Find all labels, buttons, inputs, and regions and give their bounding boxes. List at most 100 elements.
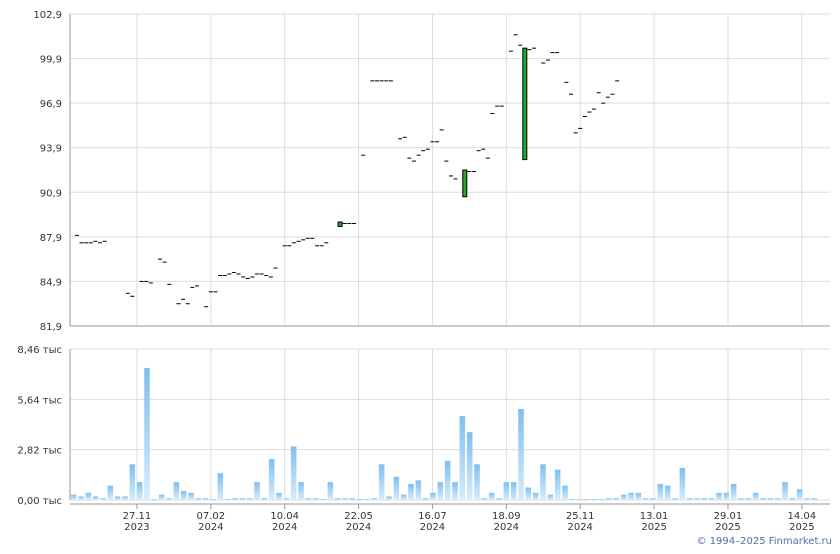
volume-bar <box>811 498 818 500</box>
volume-bar <box>701 498 708 500</box>
volume-bar <box>261 498 268 500</box>
volume-bar <box>85 492 92 500</box>
volume-bar <box>107 485 114 500</box>
x-axis: 27.11202307.02202410.04202422.05202416.0… <box>70 503 830 533</box>
volume-bar <box>312 498 319 500</box>
volume-bar <box>444 460 451 500</box>
volume-bar <box>276 492 282 500</box>
price-tick-label: 99,9 <box>40 55 62 66</box>
volume-bar <box>576 499 583 500</box>
volume-bar <box>613 498 620 500</box>
volume-bar <box>686 498 693 500</box>
volume-bar <box>532 492 539 500</box>
volume-bar <box>400 494 407 500</box>
volume-bar <box>290 446 297 500</box>
volume-bar <box>804 498 810 500</box>
volume-bar <box>78 496 84 500</box>
volume-bar <box>752 492 759 500</box>
x-tick-year: 2025 <box>789 522 814 533</box>
volume-bar <box>342 498 348 500</box>
volume-bar <box>430 492 436 500</box>
volume-bar <box>708 498 715 500</box>
volume-bar <box>217 473 224 500</box>
volume-bar <box>774 498 781 500</box>
volume-bar <box>298 482 304 500</box>
x-tick-date: 07.02 <box>197 511 226 522</box>
price-tick-label: 87,9 <box>40 233 62 244</box>
x-tick-date: 29.01 <box>714 511 743 522</box>
volume-bar <box>224 499 231 500</box>
volume-tick-label: 2,82 тыс <box>17 446 62 457</box>
volume-bar <box>547 494 554 500</box>
volume-bar <box>356 499 363 500</box>
volume-bar <box>136 482 143 500</box>
volume-bar <box>481 498 488 500</box>
volume-bar <box>210 499 216 500</box>
volume-bar <box>672 498 678 500</box>
x-tick-year: 2023 <box>124 522 149 533</box>
volume-bar <box>100 498 106 500</box>
volume-bar <box>598 499 605 500</box>
volume-bar <box>562 485 568 500</box>
volume-bar <box>503 482 510 500</box>
volume-bar <box>415 480 422 500</box>
x-tick-date: 27.11 <box>123 511 152 522</box>
volume-bar <box>371 498 378 500</box>
x-tick-date: 25.11 <box>566 511 595 522</box>
x-tick-year: 2024 <box>420 522 445 533</box>
volume-bar <box>70 494 77 500</box>
volume-bar <box>452 482 458 500</box>
volume-bar <box>679 467 686 500</box>
x-tick-year: 2025 <box>715 522 740 533</box>
volume-bar <box>268 458 275 500</box>
price-tick-label: 90,9 <box>40 188 62 199</box>
volume-bar <box>796 489 803 500</box>
price-candle <box>462 169 468 198</box>
volume-bar <box>408 483 414 500</box>
volume-bar <box>767 498 774 500</box>
volume-bar <box>144 367 150 500</box>
volume-bar <box>378 464 385 500</box>
price-candle <box>522 47 528 161</box>
x-tick-year: 2024 <box>272 522 297 533</box>
volume-bar <box>789 498 796 500</box>
x-tick-date: 18.09 <box>492 511 521 522</box>
x-tick-year: 2024 <box>567 522 592 533</box>
volume-bar <box>393 476 400 500</box>
volume-bar <box>364 499 370 500</box>
volume-bar <box>657 483 664 500</box>
volume-bar <box>635 492 642 500</box>
volume-tick-label: 8,46 тыс <box>17 345 62 356</box>
volume-bar <box>320 499 326 500</box>
volume-bar <box>525 487 532 500</box>
volume-bar <box>584 499 590 500</box>
x-tick-year: 2025 <box>641 522 666 533</box>
volume-bar <box>239 498 246 500</box>
volume-panel: 0,00 тыс 2,82 тыс 5,64 тыс 8,46 тыс <box>17 345 830 507</box>
volume-bar <box>158 494 165 500</box>
volume-bar <box>122 496 128 500</box>
volume-bar <box>151 499 158 500</box>
copyright-text[interactable]: © 1994–2025 Finmarket.ru <box>696 536 832 547</box>
price-tick-label: 93,9 <box>40 144 62 155</box>
volume-bar <box>745 498 752 500</box>
volume-bar <box>305 498 312 500</box>
x-tick-date: 16.07 <box>418 511 447 522</box>
volume-bar <box>327 482 334 500</box>
volume-bar <box>114 496 121 500</box>
volume-bar <box>349 498 356 500</box>
volume-bar <box>694 498 700 500</box>
price-candle <box>337 221 343 227</box>
volume-bar <box>474 464 480 500</box>
volume-bar <box>510 482 517 500</box>
volume-bar <box>459 416 466 500</box>
volume-bar <box>496 498 502 500</box>
volume-bar <box>466 432 473 500</box>
volume-bar <box>540 464 546 500</box>
volume-bar <box>554 469 561 500</box>
x-tick-year: 2024 <box>346 522 371 533</box>
volume-bar <box>166 498 172 500</box>
volume-bar <box>488 492 495 500</box>
